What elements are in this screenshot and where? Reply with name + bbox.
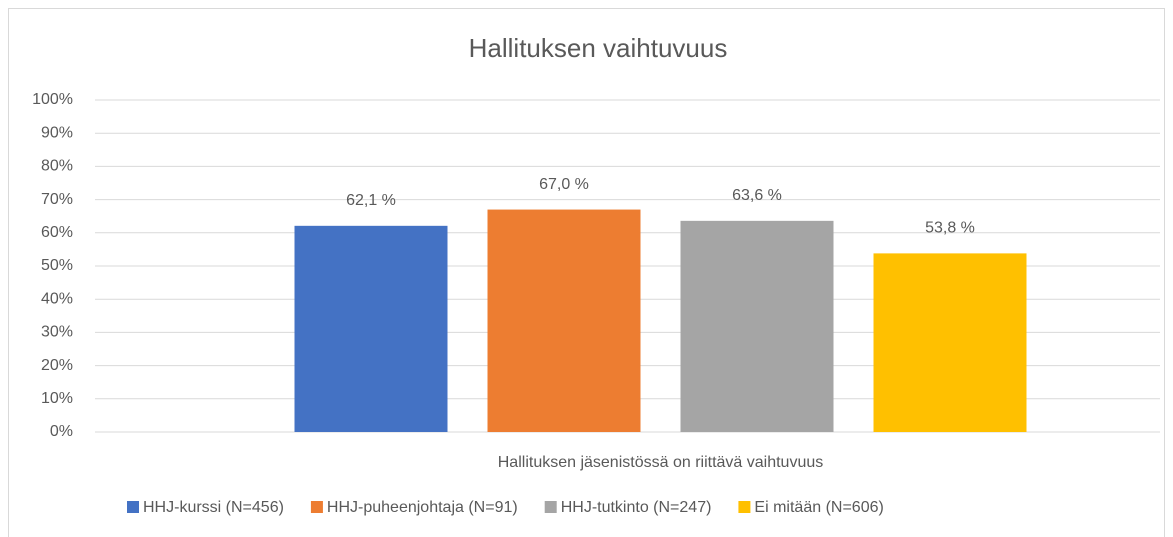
legend-swatch bbox=[544, 501, 557, 513]
y-tick-label: 30% bbox=[41, 324, 73, 341]
y-tick-label: 0% bbox=[50, 423, 73, 440]
y-tick-label: 70% bbox=[41, 191, 73, 208]
data-label: 53,8 % bbox=[925, 220, 975, 237]
y-tick-label: 20% bbox=[41, 357, 73, 374]
data-label: 67,0 % bbox=[539, 176, 589, 193]
legend-swatch bbox=[310, 501, 323, 513]
legend-label: HHJ-tutkinto (N=247) bbox=[561, 499, 712, 516]
legend-label: HHJ-puheenjohtaja (N=91) bbox=[327, 499, 518, 516]
y-tick-label: 90% bbox=[41, 124, 73, 141]
y-tick-label: 80% bbox=[41, 158, 73, 175]
y-tick-label: 40% bbox=[41, 290, 73, 307]
legend-swatch bbox=[127, 501, 139, 513]
bar bbox=[680, 220, 834, 432]
legend-label: Ei mitään (N=606) bbox=[754, 499, 883, 516]
legend-label: HHJ-kurssi (N=456) bbox=[143, 499, 284, 516]
y-tick-label: 10% bbox=[41, 390, 73, 407]
data-label: 62,1 % bbox=[346, 192, 396, 209]
bar bbox=[294, 225, 448, 432]
bar bbox=[873, 253, 1027, 432]
y-tick-label: 60% bbox=[41, 224, 73, 241]
chart-border bbox=[8, 8, 1165, 537]
chart-title: Hallituksen vaihtuvuus bbox=[469, 33, 728, 63]
data-label: 63,6 % bbox=[732, 187, 782, 204]
legend-swatch bbox=[738, 501, 751, 513]
y-tick-label: 100% bbox=[32, 91, 73, 108]
bar bbox=[487, 209, 641, 432]
x-tick-label: Hallituksen jäsenistössä on riittävä vai… bbox=[498, 454, 824, 471]
y-tick-label: 50% bbox=[41, 257, 73, 274]
